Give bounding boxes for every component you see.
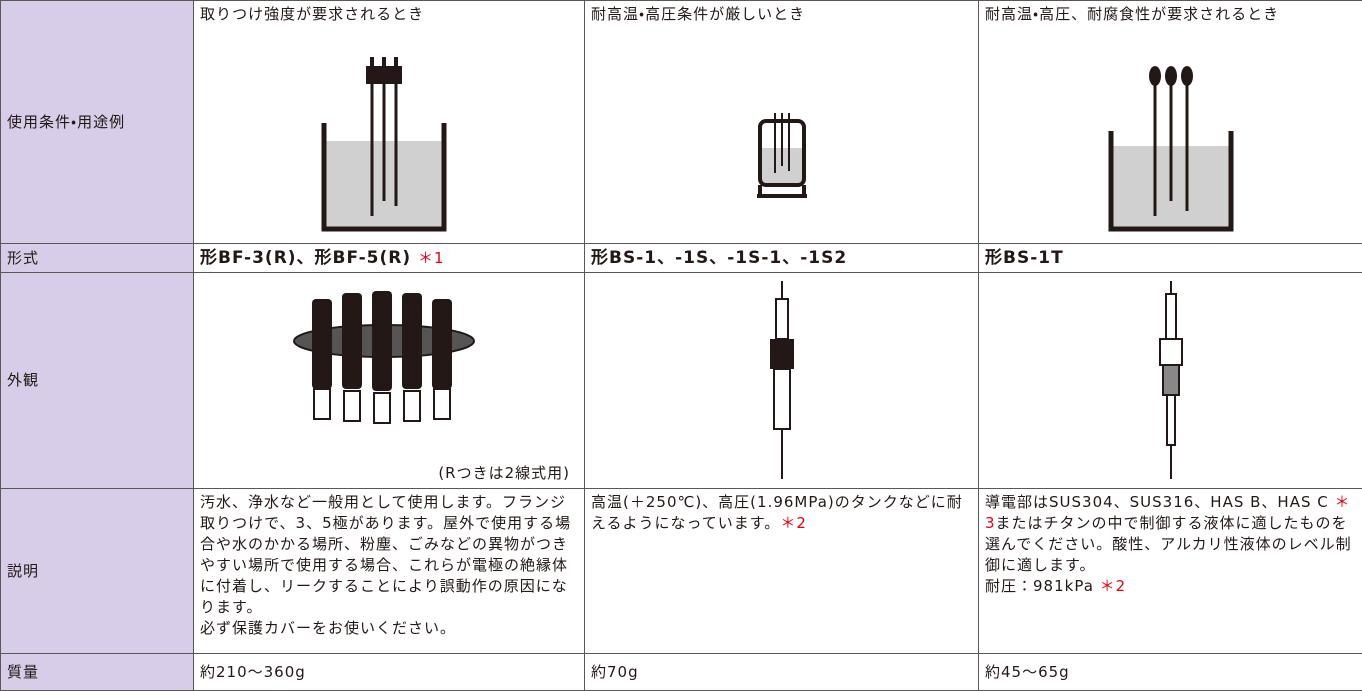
paragraph: 高温(＋250℃)、高圧(1.96MPa)のタンクなどに耐えるようになっています… <box>591 492 972 534</box>
cell: 約45〜65g <box>978 653 1362 691</box>
row-label: 外観 <box>0 272 194 489</box>
model-name: 形BS-1T <box>985 247 1064 268</box>
product-image <box>1159 281 1183 479</box>
model-name: 形BF-3(R)、形BF-5(R) <box>200 247 412 268</box>
text: 必ず保護カバーをお使いください。 <box>200 619 457 637</box>
cell: 形BS-1、-1S、-1S-1、-1S2 <box>584 243 979 273</box>
cell: 導電部はSUS304、SUS316、HAS B、HAS C ＊3またはチタンの中… <box>978 488 1362 654</box>
row-appearance: 外観 (Rつきは2線式用) <box>0 272 1362 489</box>
row-usage: 使用条件・用途例 取りつけ強度が要求されるとき 耐高温・高圧条件が厳しいとき 耐… <box>0 0 1362 244</box>
cell: 形BF-3(R)、形BF-5(R) ＊1 <box>193 243 585 273</box>
footnote-mark: ＊2 <box>780 514 807 532</box>
tank-illustration <box>321 57 447 232</box>
cell: 約70g <box>584 653 979 691</box>
cell: 形BS-1T <box>978 243 1362 273</box>
row-label: 使用条件・用途例 <box>0 0 194 244</box>
text: 高温(＋250℃)、高圧(1.96MPa)のタンクなどに耐えるようになっています… <box>591 493 963 532</box>
product-image <box>293 291 475 424</box>
cell: 約210〜360g <box>193 653 585 691</box>
cell: 高温(＋250℃)、高圧(1.96MPa)のタンクなどに耐えるようになっています… <box>584 488 979 654</box>
cell: 耐高温・高圧、耐腐食性が要求されるとき <box>978 0 1362 244</box>
row-model: 形式 形BF-3(R)、形BF-5(R) ＊1 形BS-1、-1S、-1S-1、… <box>0 243 1362 273</box>
row-mass: 質量 約210〜360g 約70g 約45〜65g <box>0 653 1362 691</box>
caption: (Rつきは2線式用) <box>438 464 570 482</box>
row-label: 説明 <box>0 488 194 654</box>
text: 導電部はSUS304、SUS316、HAS B、HAS C <box>985 493 1335 511</box>
cell: 取りつけ強度が要求されるとき <box>193 0 585 244</box>
row-label: 形式 <box>0 243 194 273</box>
row-label: 質量 <box>0 653 194 691</box>
vessel-illustration <box>757 113 807 198</box>
cell <box>978 272 1362 489</box>
cell-text: 取りつけ強度が要求されるとき <box>200 5 425 23</box>
model-name: 形BS-1、-1S、-1S-1、-1S2 <box>591 247 848 268</box>
text: 耐圧：981kPa <box>985 577 1100 595</box>
paragraph: 必ず保護カバーをお使いください。 <box>200 618 578 639</box>
paragraph: 汚水、浄水など一般用として使用します。フランジ取りつけで、3、5極があります。屋… <box>200 492 578 618</box>
product-image <box>770 281 794 479</box>
paragraph: 導電部はSUS304、SUS316、HAS B、HAS C ＊3またはチタンの中… <box>985 492 1356 576</box>
paragraph: 耐圧：981kPa ＊2 <box>985 576 1356 597</box>
text: 汚水、浄水など一般用として使用します。フランジ取りつけで、3、5極があります。屋… <box>200 493 572 616</box>
footnote-mark: ＊2 <box>1099 577 1127 595</box>
row-description: 説明 汚水、浄水など一般用として使用します。フランジ取りつけで、3、5極がありま… <box>0 488 1362 654</box>
cell: 耐高温・高圧条件が厳しいとき <box>584 0 979 244</box>
cell: (Rつきは2線式用) <box>193 272 585 489</box>
text: またはチタンの中で制御する液体に適したものを選んでください。酸性、アルカリ性液体… <box>985 514 1352 574</box>
cell-text: 耐高温・高圧条件が厳しいとき <box>591 5 806 23</box>
footnote-mark: ＊3 <box>985 493 1351 532</box>
cell <box>584 272 979 489</box>
cell-text: 耐高温・高圧、耐腐食性が要求されるとき <box>985 5 1280 23</box>
footnote-mark: ＊1 <box>418 248 445 267</box>
cell: 汚水、浄水など一般用として使用します。フランジ取りつけで、3、5極があります。屋… <box>193 488 585 654</box>
tank-illustration <box>1108 66 1234 232</box>
